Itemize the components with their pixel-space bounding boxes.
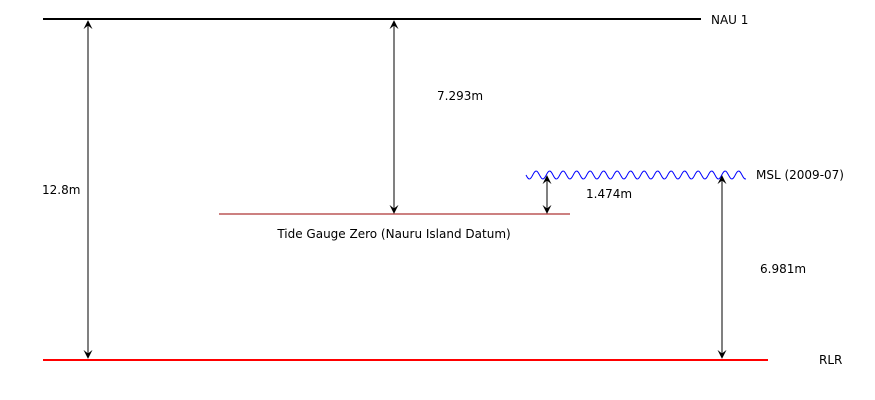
measure-msl-rlr-label: 6.981m — [760, 262, 806, 276]
nau1-label: NAU 1 — [711, 13, 748, 27]
measure-nau1-rlr-label: 12.8m — [42, 183, 80, 197]
measure-tgz-msl-label: 1.474m — [586, 187, 632, 201]
msl-wave-line — [525, 170, 747, 180]
rlr-label: RLR — [819, 353, 842, 367]
tide-gauge-zero-label: Tide Gauge Zero (Nauru Island Datum) — [276, 227, 510, 241]
msl-label: MSL (2009-07) — [756, 168, 844, 182]
measure-nau1-tgz-label: 7.293m — [437, 89, 483, 103]
